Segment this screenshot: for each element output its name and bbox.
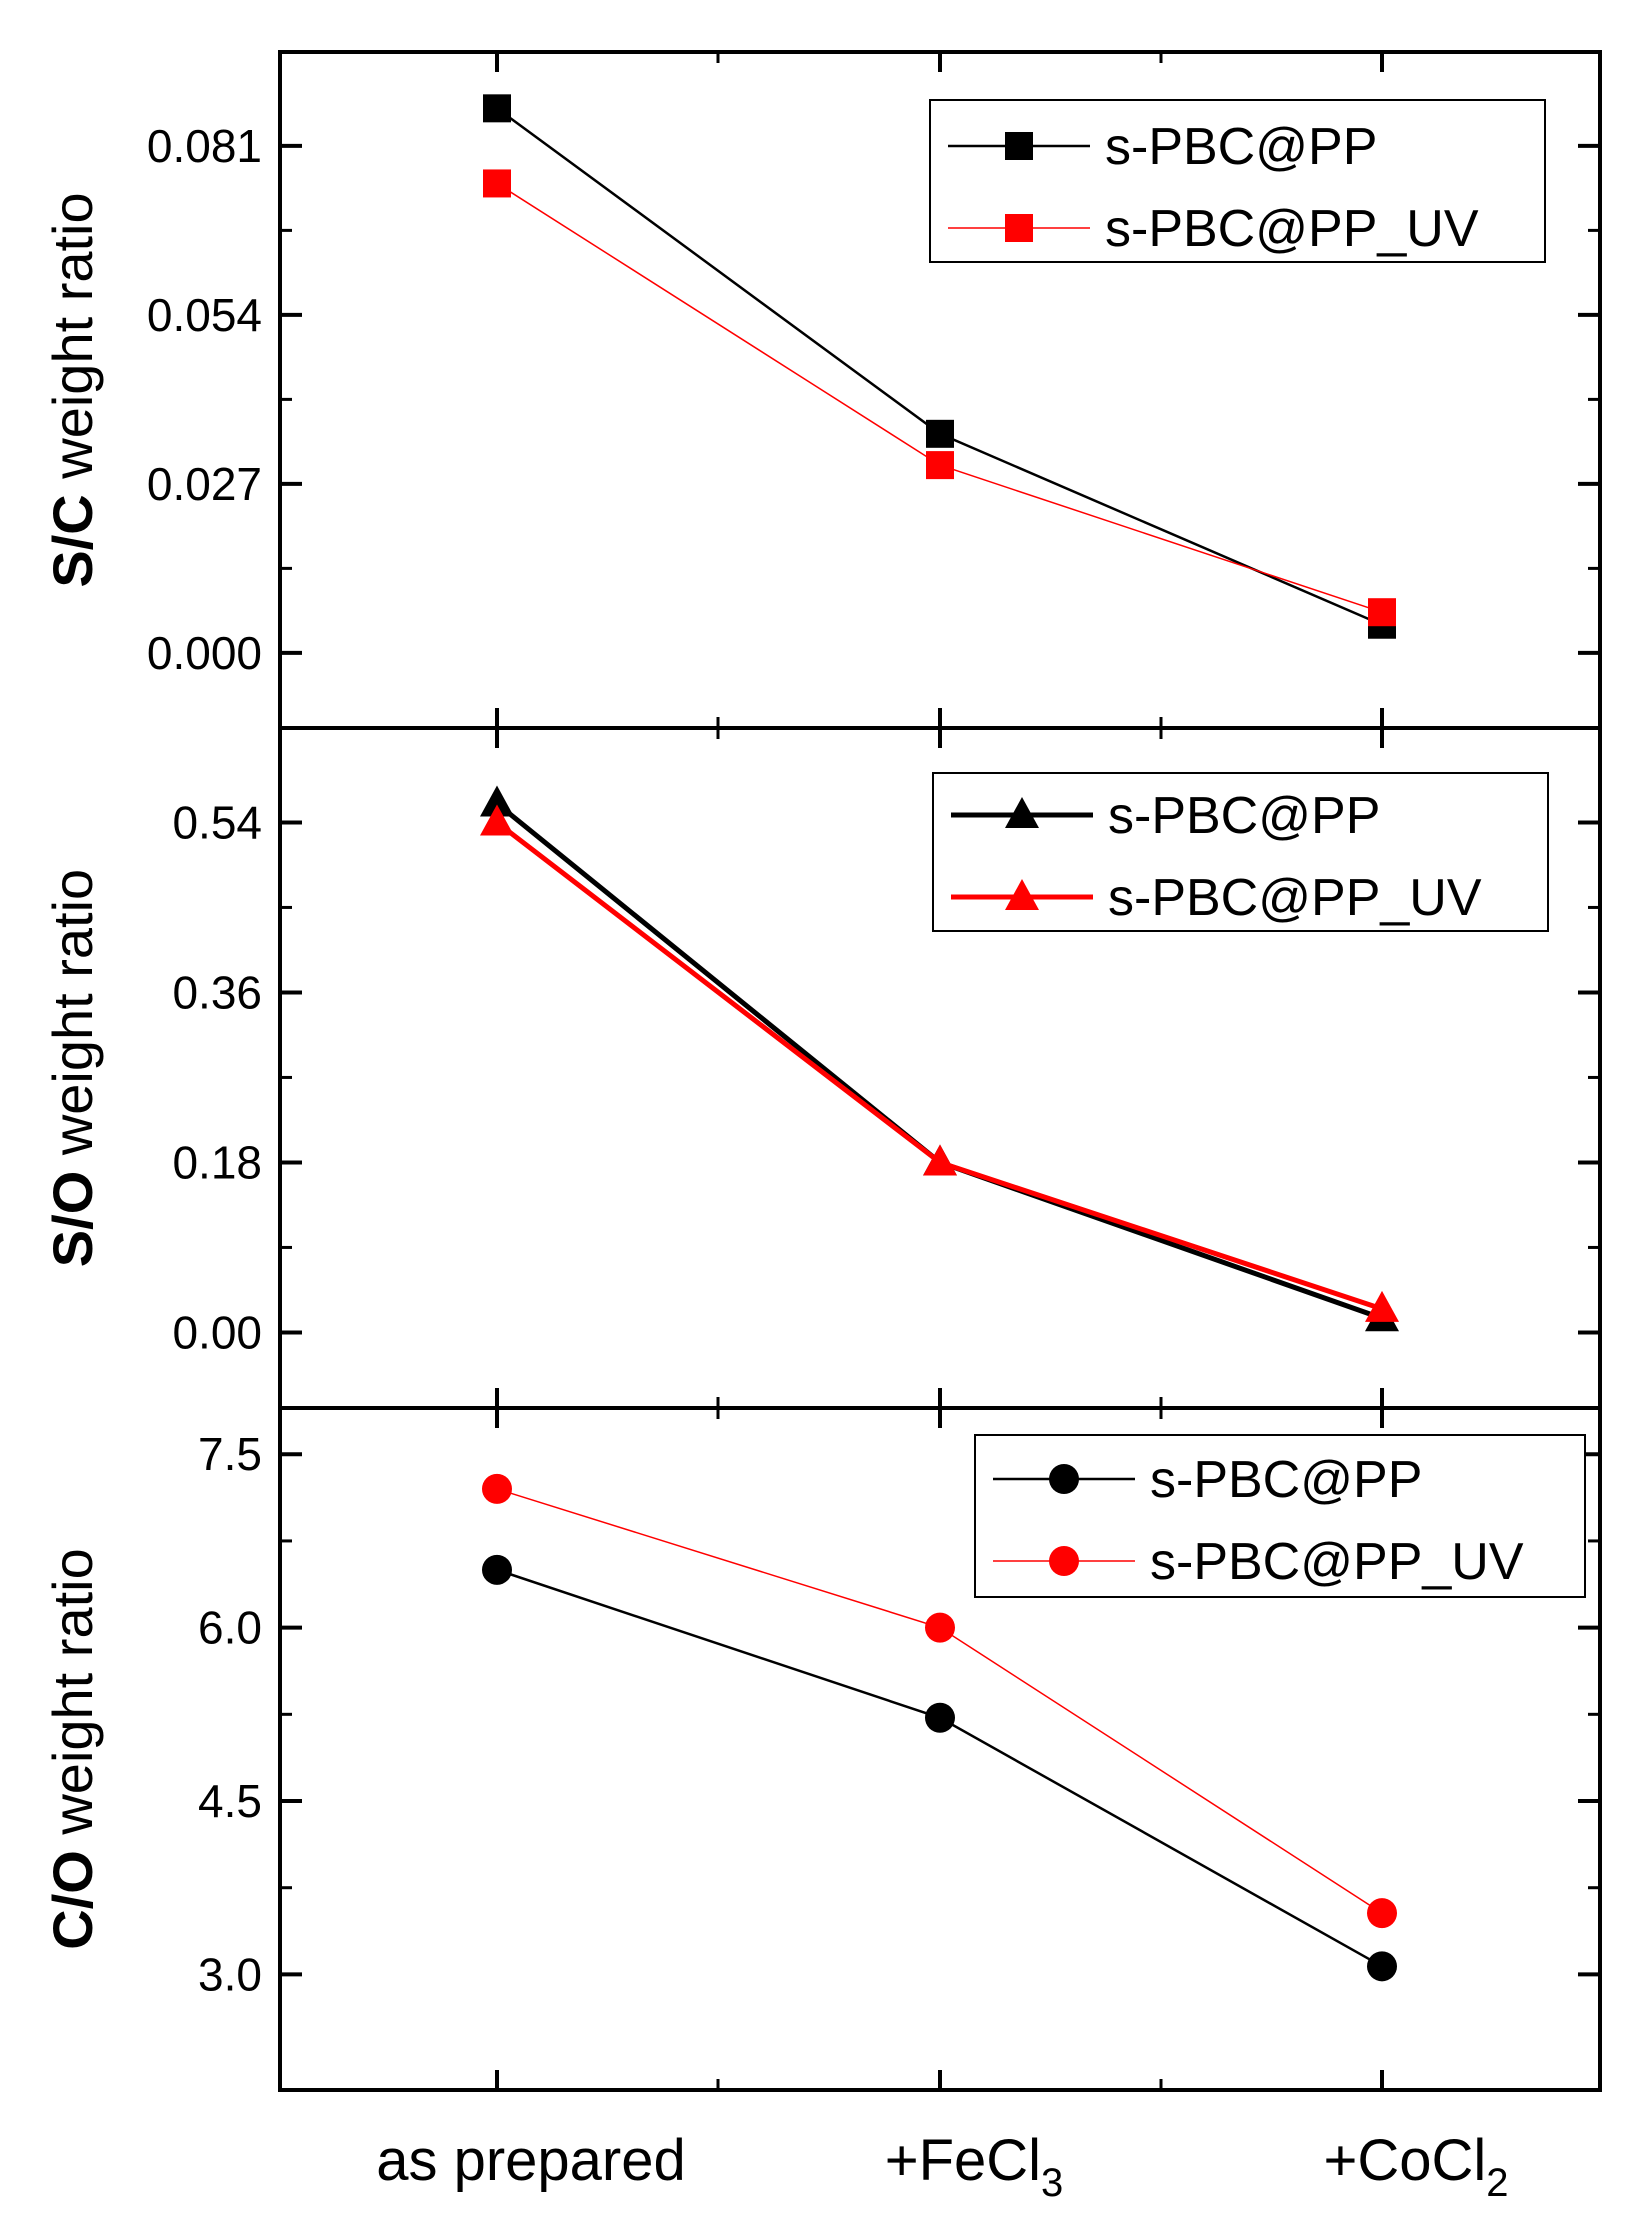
y-tick-label: 4.5	[198, 1775, 262, 1827]
data-point-1-3	[1367, 1951, 1397, 1982]
panel-3: 3.0 4.5 6.0 7.5 C/O weight ratio s-PBC@PP s-PB…	[41, 1406, 1602, 2092]
x-category-label-2: +FeCl3	[885, 2128, 1064, 2205]
legend-label-1: s-PBC@PP	[1105, 118, 1377, 176]
y-tick-label: 0.00	[172, 1306, 262, 1358]
data-point-1-1	[482, 1554, 512, 1585]
x-category-label-subscript: 2	[1486, 2161, 1508, 2205]
legend-marker-1	[1005, 132, 1033, 160]
y-axis-label-bold: S/C	[41, 494, 104, 587]
x-category-label-subscript: 3	[1041, 2161, 1063, 2205]
panel-2: 0.00 0.18 0.36 0.54 S/O weight ratio s-PBC@PP…	[41, 726, 1602, 1410]
data-point-1-1	[483, 94, 511, 123]
legend-marker-2	[1049, 1546, 1079, 1576]
y-tick-label: 0.000	[147, 627, 262, 679]
data-point-2-3	[1367, 1898, 1397, 1929]
data-point-2-1	[480, 804, 514, 836]
x-category-label-1: as prepared	[376, 2128, 686, 2193]
y-axis-label-bold: S/O	[41, 1171, 104, 1267]
x-category-label-base: +FeCl	[885, 2128, 1041, 2193]
legend-label-2: s-PBC@PP_UV	[1150, 1533, 1524, 1591]
y-tick-label: 6.0	[198, 1602, 262, 1654]
y-tick-label: 0.054	[147, 289, 262, 341]
y-tick-label: 0.36	[172, 966, 262, 1018]
x-category-label-base: +CoCl	[1323, 2128, 1486, 2193]
legend-label-1: s-PBC@PP	[1150, 1451, 1422, 1509]
y-axis-label: S/C weight ratio	[41, 192, 104, 587]
legend-marker-1	[1005, 797, 1039, 828]
y-tick-label: 7.5	[198, 1428, 262, 1480]
y-axis-label: C/O weight ratio	[41, 1548, 104, 1950]
y-axis-label-rest: weight ratio	[41, 1548, 104, 1850]
x-category-label-base: as prepared	[376, 2128, 686, 2193]
y-axis-label-bold: C/O	[41, 1850, 104, 1950]
legend-marker-2	[1005, 879, 1039, 910]
legend-label-2: s-PBC@PP_UV	[1105, 200, 1479, 258]
data-point-2-2	[925, 1612, 955, 1643]
legend-label-2: s-PBC@PP_UV	[1108, 869, 1482, 927]
legend-label-1: s-PBC@PP	[1108, 787, 1380, 845]
data-point-2-3	[1368, 598, 1396, 627]
y-tick-label: 0.54	[172, 796, 262, 848]
data-point-2-2	[926, 451, 954, 480]
data-point-2-3	[1365, 1290, 1399, 1322]
y-axis-label-rest: weight ratio	[41, 869, 104, 1171]
data-point-1-1	[480, 785, 514, 817]
panel-1: 0.000 0.027 0.054 0.081 S/C weight ratio s-PB…	[41, 50, 1602, 730]
y-tick-label: 0.18	[172, 1136, 262, 1188]
legend-box	[974, 1434, 1586, 1598]
y-tick-label: 3.0	[198, 1948, 262, 2000]
data-point-2-1	[482, 1473, 512, 1504]
x-category-label-3: +CoCl2	[1323, 2128, 1508, 2205]
y-tick-label: 0.027	[147, 458, 262, 510]
y-tick-label: 0.081	[147, 120, 262, 172]
y-axis-label-rest: weight ratio	[41, 192, 104, 494]
data-point-2-2	[923, 1144, 957, 1176]
data-point-1-2	[925, 1702, 955, 1733]
data-point-1-2	[926, 419, 954, 448]
y-axis-label: S/O weight ratio	[41, 869, 104, 1267]
data-point-2-1	[483, 169, 511, 198]
legend-marker-2	[1005, 214, 1033, 242]
legend-marker-1	[1049, 1464, 1079, 1494]
